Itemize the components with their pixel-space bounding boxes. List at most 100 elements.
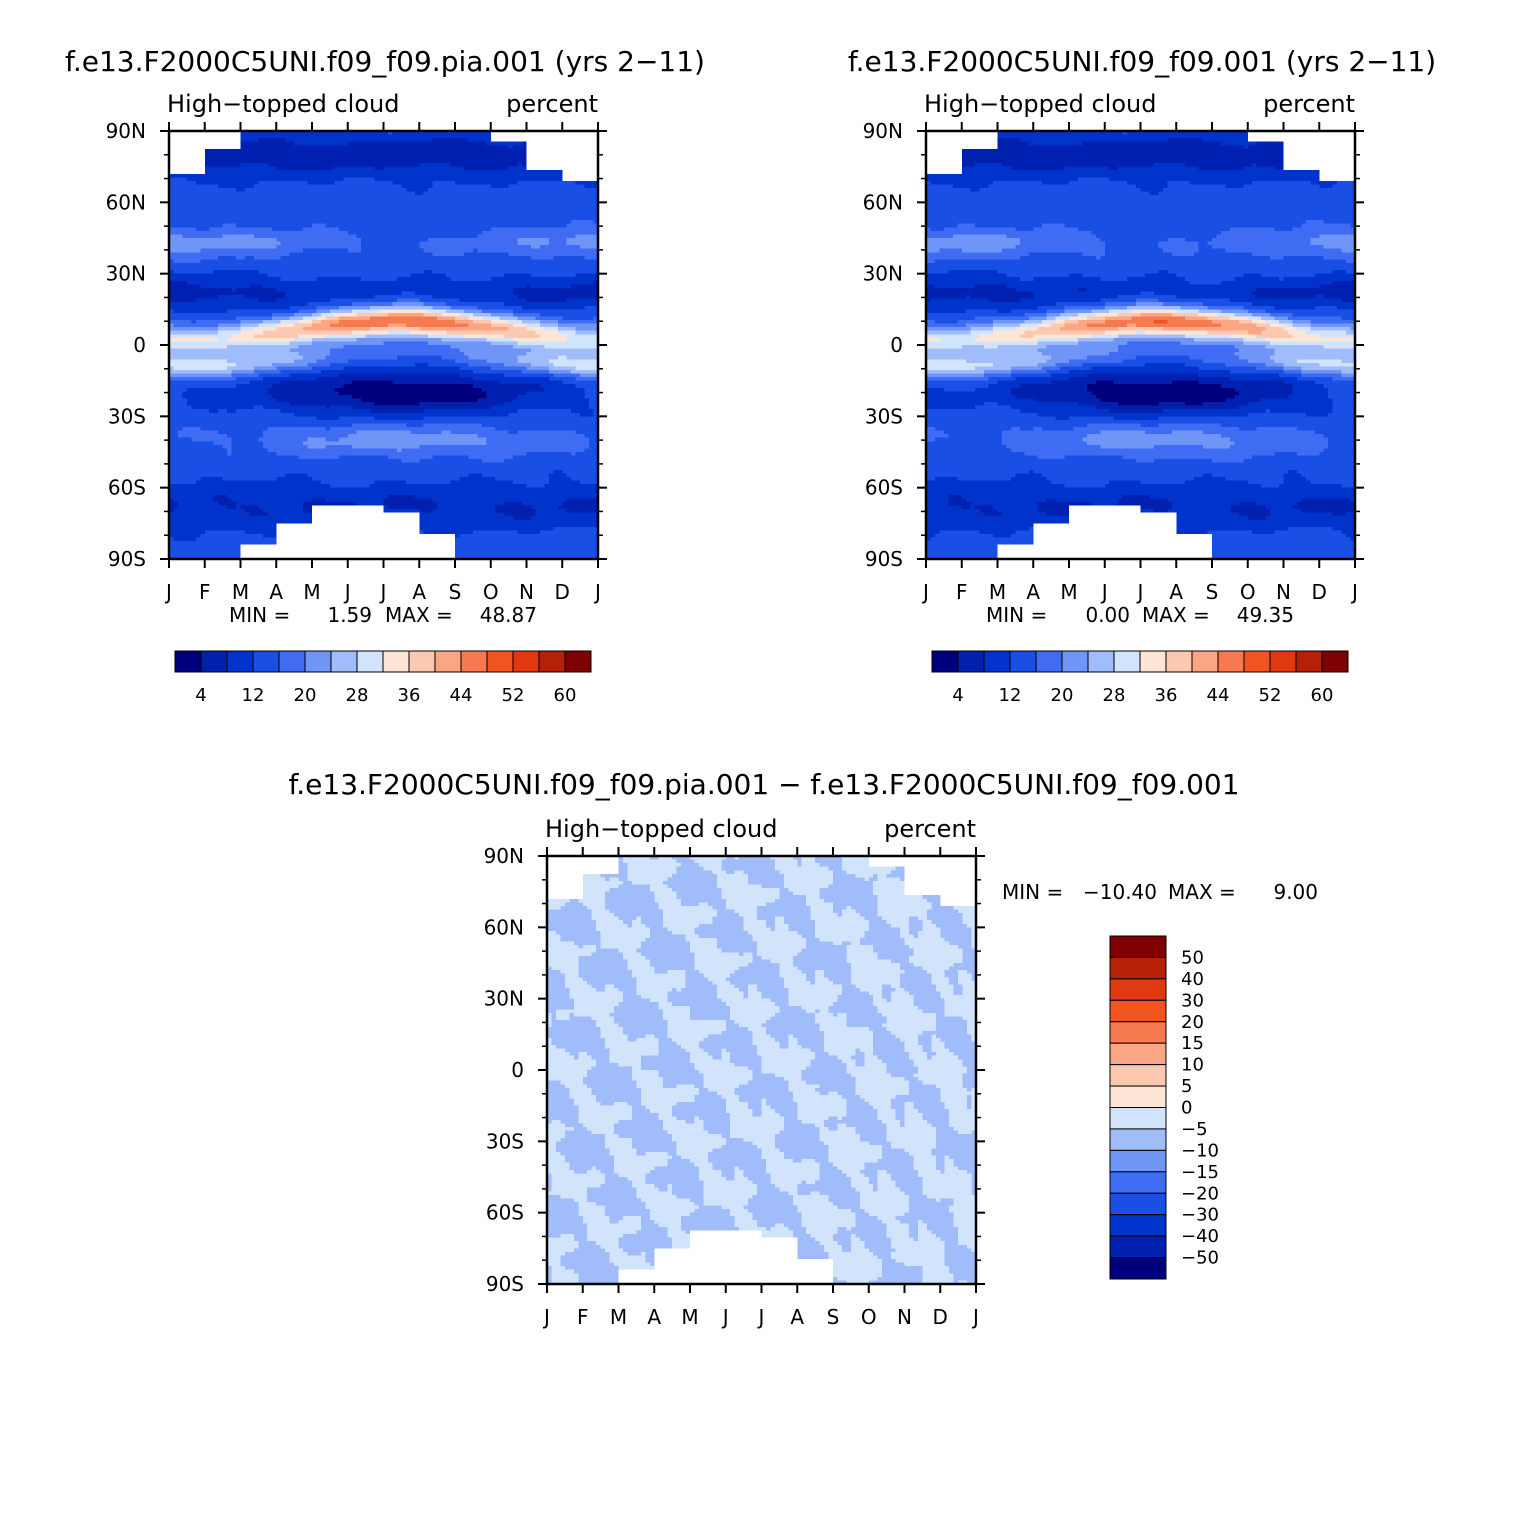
x-tick-label: S xyxy=(449,580,462,604)
contour-cell xyxy=(1292,227,1356,232)
contour-cell xyxy=(908,927,923,932)
contour-cell xyxy=(1256,501,1298,507)
contour-cell xyxy=(169,537,175,542)
contour-cell xyxy=(517,430,577,435)
contour-cell xyxy=(169,377,237,382)
contour-cell xyxy=(850,1244,865,1249)
contour-cell xyxy=(1189,280,1222,285)
contour-cell xyxy=(1287,394,1329,400)
contour-cell xyxy=(993,323,1021,328)
contour-cell xyxy=(1234,387,1294,392)
contour-cell xyxy=(949,1266,977,1271)
contour-cell xyxy=(819,1023,847,1028)
contour-cell xyxy=(338,373,461,378)
contour-cell xyxy=(428,362,470,367)
contour-cell xyxy=(325,334,367,339)
contour-cell xyxy=(1261,484,1280,489)
contour-cell xyxy=(712,1162,767,1167)
contour-cell xyxy=(971,1098,977,1103)
colorbar-label: 28 xyxy=(1103,685,1126,706)
contour-cell xyxy=(935,1137,977,1142)
contour-cell xyxy=(815,1052,830,1057)
contour-cell xyxy=(1301,498,1352,503)
contour-cell xyxy=(169,473,286,478)
contour-cell xyxy=(352,302,394,307)
contour-cell xyxy=(169,480,197,485)
contour-cell xyxy=(1118,295,1177,300)
contour-cell xyxy=(547,1009,557,1014)
contour-cell xyxy=(547,877,584,882)
contour-cell xyxy=(958,945,973,950)
contour-cell xyxy=(1033,334,1092,339)
contour-cell xyxy=(1028,526,1034,532)
x-tick-label: J xyxy=(1350,580,1358,604)
contour-cell xyxy=(649,1212,691,1217)
contour-cell xyxy=(891,870,906,875)
contour-cell xyxy=(971,927,977,932)
contour-cell xyxy=(904,1119,928,1125)
contour-cell xyxy=(926,134,999,139)
colorbar-box xyxy=(1113,650,1141,673)
contour-cell xyxy=(1118,348,1240,353)
contour-cell xyxy=(712,916,745,921)
contour-cell xyxy=(908,945,959,950)
contour-cell xyxy=(1189,180,1253,186)
contour-cell xyxy=(730,1009,780,1014)
contour-cell xyxy=(276,287,514,293)
contour-cell xyxy=(961,152,1285,157)
x-tick-label: A xyxy=(790,1305,804,1329)
contour-cell xyxy=(1270,512,1334,517)
contour-cell xyxy=(672,1137,727,1142)
contour-cell xyxy=(757,987,789,993)
contour-cell xyxy=(877,1177,892,1182)
contour-cell xyxy=(1077,177,1110,182)
contour-cell xyxy=(1171,430,1204,435)
contour-cell xyxy=(926,909,959,914)
y-tick-label: 60S xyxy=(108,476,146,500)
contour-cell xyxy=(934,284,976,289)
contour-cell xyxy=(788,1191,798,1196)
contour-cell xyxy=(815,1159,830,1164)
contour-cell xyxy=(685,973,705,978)
contour-cell xyxy=(587,1223,642,1228)
contour-cell xyxy=(926,234,954,239)
contour-cell xyxy=(997,141,1030,146)
contour-cell xyxy=(504,512,537,517)
contour-cell xyxy=(548,241,568,246)
contour-cell xyxy=(547,1187,553,1192)
contour-cell xyxy=(891,1141,937,1146)
contour-cell xyxy=(926,423,1088,428)
contour-cell xyxy=(526,391,586,396)
contour-cell xyxy=(289,348,331,353)
contour-cell xyxy=(547,1173,553,1178)
contour-cell xyxy=(690,1012,731,1018)
contour-cell xyxy=(819,1173,847,1178)
contour-cell xyxy=(672,930,696,936)
contour-cell xyxy=(169,220,572,225)
contour-cell xyxy=(828,1052,856,1057)
contour-cell xyxy=(530,516,599,521)
contour-cell xyxy=(1104,320,1155,325)
contour-cell xyxy=(640,952,696,957)
contour-cell xyxy=(801,1180,807,1185)
contour-cell xyxy=(926,188,972,193)
contour-cell xyxy=(734,1169,745,1175)
contour-cell xyxy=(681,1223,736,1228)
colorbar-box xyxy=(1109,1192,1167,1216)
contour-cell xyxy=(169,423,353,428)
contour-cell xyxy=(962,1080,977,1085)
contour-cell xyxy=(649,1169,700,1175)
contour-cell xyxy=(1203,302,1253,307)
contour-cell xyxy=(631,1141,678,1146)
contour-cell xyxy=(891,923,910,928)
contour-cell xyxy=(551,1041,606,1046)
contour-cell xyxy=(926,141,999,146)
contour-cell xyxy=(765,1102,798,1107)
contour-cell xyxy=(953,987,964,993)
contour-cell xyxy=(797,1244,825,1249)
contour-cell xyxy=(1243,166,1276,171)
contour-cell xyxy=(873,873,879,878)
contour-cell xyxy=(997,270,1159,275)
contour-cell xyxy=(761,1062,812,1068)
contour-cell xyxy=(419,523,599,528)
